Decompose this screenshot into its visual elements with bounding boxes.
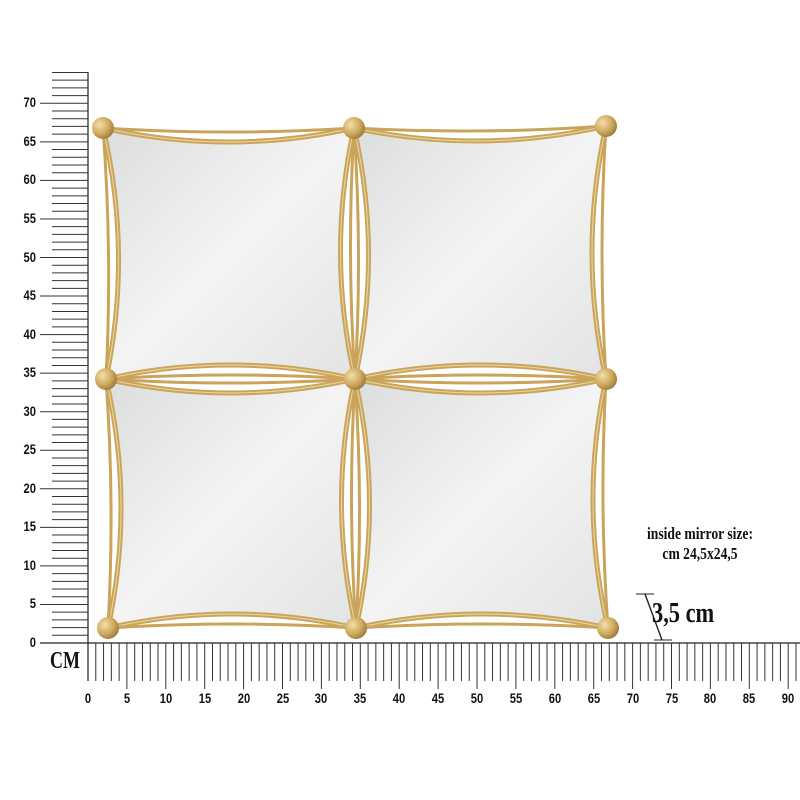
mirror-panel <box>352 376 611 631</box>
x-tick-label: 60 <box>548 690 562 706</box>
x-tick-label: 40 <box>392 690 406 706</box>
frame-rod <box>105 377 356 385</box>
frame-rod <box>354 373 607 381</box>
x-tick-label: 25 <box>276 690 289 706</box>
gold-ball-ornament <box>95 368 117 390</box>
x-tick-label: 70 <box>626 690 639 706</box>
frame-rod <box>601 378 610 629</box>
frame-rod <box>355 622 609 630</box>
mirror-size-line2: cm 24,5x24,5 <box>662 544 738 563</box>
gold-ball-ornament <box>97 617 119 639</box>
frame-rod <box>105 373 356 381</box>
y-tick-label: 40 <box>23 325 36 342</box>
x-tick-label: 10 <box>159 690 173 706</box>
x-tick-label: 30 <box>315 690 328 706</box>
y-tick-label: 5 <box>29 595 36 612</box>
gold-ball-ornament <box>345 617 367 639</box>
y-tick-label: 50 <box>23 248 36 265</box>
x-tick-label: 0 <box>84 690 92 706</box>
gold-ball-ornament <box>597 617 619 639</box>
x-tick-label: 90 <box>781 690 795 706</box>
mirror-panel <box>103 376 359 631</box>
y-tick-label: 55 <box>23 209 36 226</box>
frame-rod <box>600 125 608 380</box>
x-tick-label: 5 <box>123 690 131 706</box>
y-tick-label: 30 <box>23 402 36 419</box>
x-tick-label: 75 <box>665 690 678 706</box>
x-tick-label: 80 <box>704 690 717 706</box>
frame-rod <box>101 127 111 380</box>
depth-marker-line <box>644 593 663 641</box>
x-tick-label: 55 <box>509 690 523 706</box>
y-tick-label: 10 <box>23 556 36 573</box>
gold-ball-ornament <box>344 368 366 390</box>
mirror-size-line1: inside mirror size: <box>646 524 753 543</box>
y-tick-label: 65 <box>23 132 36 149</box>
frame-rod <box>102 126 355 134</box>
mirror-size-note: inside mirror size: cm 24,5x24,5 <box>628 524 772 564</box>
frame-rod <box>104 378 113 629</box>
y-tick-label: 25 <box>23 441 36 458</box>
y-tick-label: 60 <box>23 171 36 188</box>
x-tick-label: 45 <box>431 690 445 706</box>
frame-rod <box>353 124 607 133</box>
frame-rod <box>354 377 607 385</box>
gold-ball-ornament <box>343 117 365 139</box>
depth-label: 3,5 cm <box>652 598 715 629</box>
y-tick-label: 0 <box>29 634 36 650</box>
x-tick-label: 85 <box>743 690 756 706</box>
frame-rod <box>350 378 358 629</box>
y-tick-label: 35 <box>23 364 36 381</box>
ruler <box>40 71 800 689</box>
x-tick-label: 35 <box>354 690 367 706</box>
x-tick-label: 65 <box>587 690 600 706</box>
x-tick-label: 20 <box>237 690 250 706</box>
frame-rod <box>349 127 357 380</box>
mirror-panel <box>351 123 609 382</box>
unit-label: CM <box>50 648 80 674</box>
frame-rod <box>353 378 361 629</box>
frame-rod <box>107 622 357 630</box>
gold-ball-ornament <box>595 115 617 137</box>
y-tick-label: 20 <box>23 479 36 496</box>
x-tick-label: 50 <box>470 690 484 706</box>
x-tick-label: 15 <box>198 690 211 706</box>
gold-ball-ornament <box>595 368 617 390</box>
y-tick-label: 15 <box>23 518 36 535</box>
gold-ball-ornament <box>92 117 114 139</box>
y-tick-label: 70 <box>23 94 36 111</box>
y-tick-label: 45 <box>23 287 36 304</box>
mirror-panel <box>100 125 358 382</box>
frame-rod <box>352 127 360 380</box>
